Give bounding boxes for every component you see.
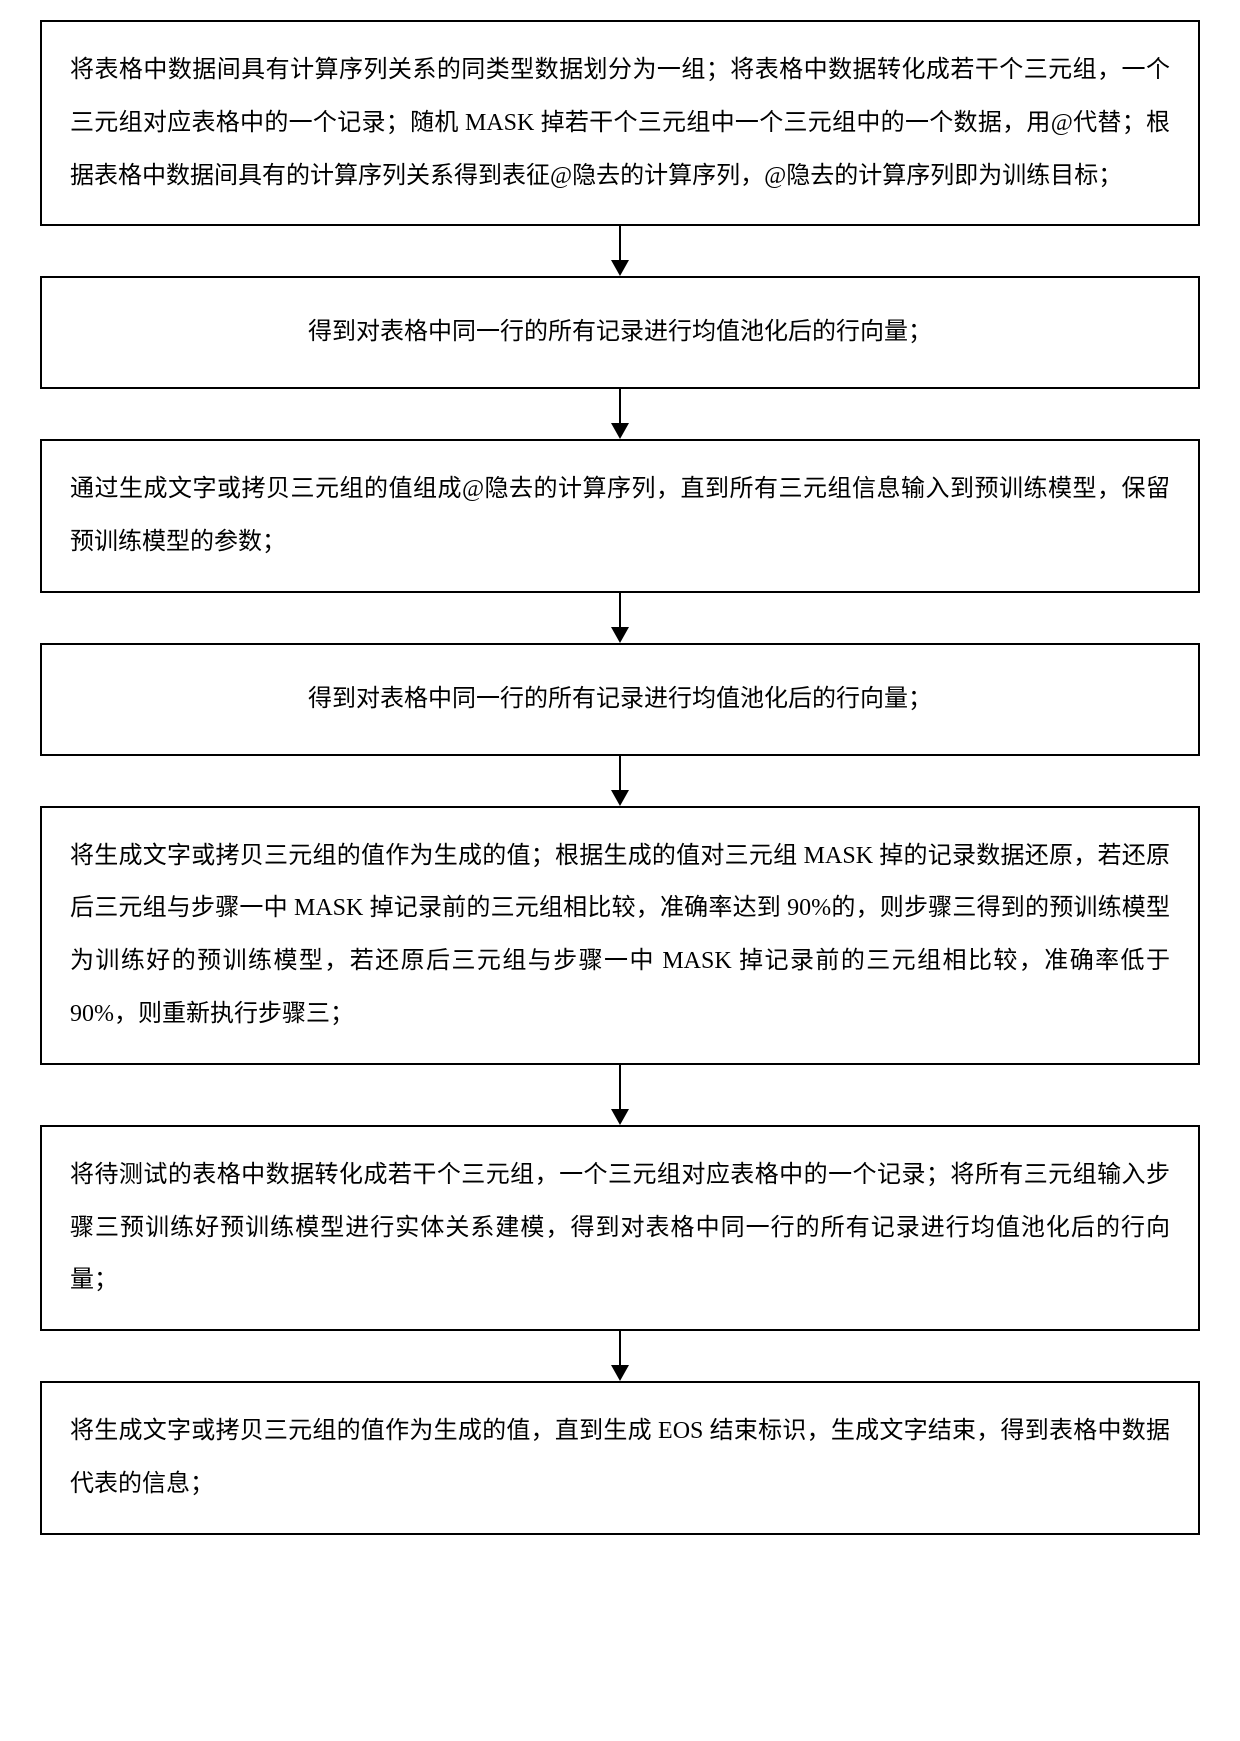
arrow-head-icon — [611, 1365, 629, 1381]
arrow-head-icon — [611, 627, 629, 643]
flow-arrow-5 — [611, 1065, 629, 1125]
flow-arrow-3 — [611, 593, 629, 643]
arrow-head-icon — [611, 260, 629, 276]
arrow-line — [619, 1331, 621, 1365]
flow-node-3: 通过生成文字或拷贝三元组的值组成@隐去的计算序列，直到所有三元组信息输入到预训练… — [40, 439, 1200, 593]
flow-arrow-2 — [611, 389, 629, 439]
flow-node-4: 得到对表格中同一行的所有记录进行均值池化后的行向量； — [40, 643, 1200, 756]
flowchart-container: 将表格中数据间具有计算序列关系的同类型数据划分为一组；将表格中数据转化成若干个三… — [0, 20, 1240, 1535]
arrow-head-icon — [611, 790, 629, 806]
arrow-line — [619, 593, 621, 627]
arrow-line — [619, 756, 621, 790]
flow-node-2: 得到对表格中同一行的所有记录进行均值池化后的行向量； — [40, 276, 1200, 389]
arrow-line — [619, 1065, 621, 1109]
flow-arrow-6 — [611, 1331, 629, 1381]
flow-node-5: 将生成文字或拷贝三元组的值作为生成的值；根据生成的值对三元组 MASK 掉的记录… — [40, 806, 1200, 1065]
flow-node-7: 将生成文字或拷贝三元组的值作为生成的值，直到生成 EOS 结束标识，生成文字结束… — [40, 1381, 1200, 1535]
flow-arrow-4 — [611, 756, 629, 806]
flow-arrow-1 — [611, 226, 629, 276]
flow-node-1: 将表格中数据间具有计算序列关系的同类型数据划分为一组；将表格中数据转化成若干个三… — [40, 20, 1200, 226]
arrow-head-icon — [611, 1109, 629, 1125]
flow-node-6: 将待测试的表格中数据转化成若干个三元组，一个三元组对应表格中的一个记录；将所有三… — [40, 1125, 1200, 1331]
arrow-line — [619, 226, 621, 260]
arrow-line — [619, 389, 621, 423]
arrow-head-icon — [611, 423, 629, 439]
